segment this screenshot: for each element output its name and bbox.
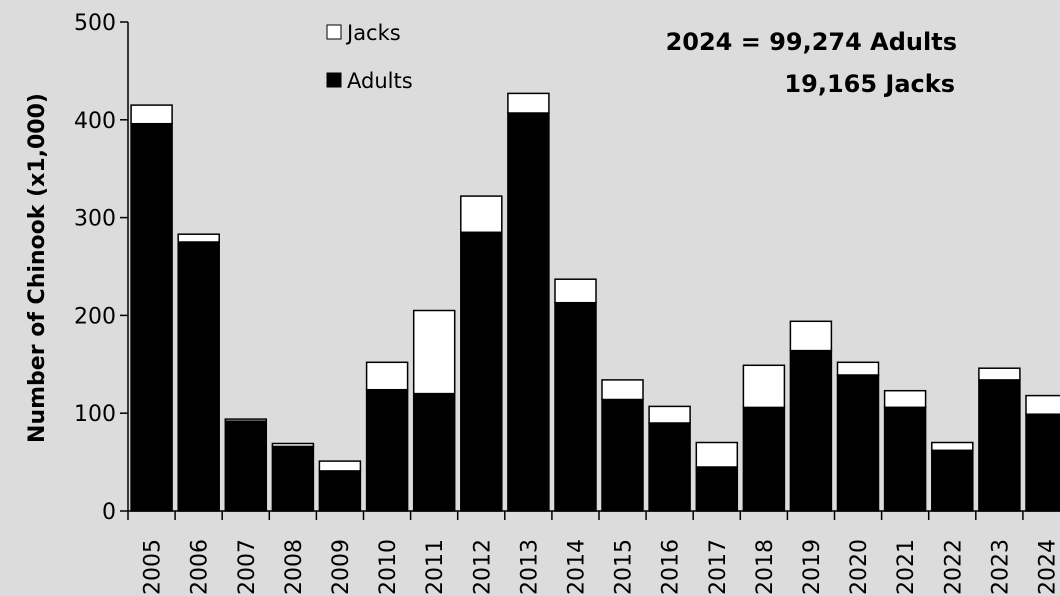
bar-adults-2005 bbox=[130, 122, 173, 512]
x-tick-label-2014: 2014 bbox=[564, 539, 589, 595]
bar-adults-2023 bbox=[978, 379, 1021, 512]
legend-label-jacks: Jacks bbox=[345, 21, 401, 45]
bar-adults-2009 bbox=[318, 470, 362, 512]
bar-adults-2024 bbox=[1025, 413, 1060, 512]
annotation-jacks: 19,165 Jacks bbox=[784, 70, 955, 98]
bar-adults-2006 bbox=[177, 241, 220, 512]
y-tick-label-300: 300 bbox=[74, 207, 116, 232]
legend: Jacks Adults bbox=[326, 21, 413, 93]
y-tick-label-200: 200 bbox=[74, 304, 116, 329]
x-tick-label-2023: 2023 bbox=[988, 539, 1013, 595]
bar-jacks-2023 bbox=[978, 367, 1021, 381]
bar-jacks-2011 bbox=[412, 309, 456, 395]
bar-jacks-2012 bbox=[460, 195, 503, 234]
bar-jacks-2008 bbox=[271, 442, 315, 448]
bar-jacks-2024 bbox=[1025, 394, 1060, 415]
bar-adults-2013 bbox=[507, 112, 550, 512]
annotation-adults: 2024 = 99,274 Adults bbox=[666, 28, 957, 56]
bar-adults-2022 bbox=[931, 449, 974, 512]
x-tick-label-2008: 2008 bbox=[282, 539, 307, 595]
bar-adults-2015 bbox=[601, 398, 644, 512]
x-tick-label-2011: 2011 bbox=[423, 539, 448, 595]
legend-swatch-adults bbox=[326, 72, 342, 88]
bar-jacks-2007 bbox=[224, 418, 268, 422]
bar-jacks-2017 bbox=[695, 441, 739, 468]
bar-adults-2021 bbox=[883, 406, 927, 512]
bar-jacks-2016 bbox=[648, 405, 691, 424]
bar-adults-2018 bbox=[742, 406, 786, 512]
x-tick-label-2020: 2020 bbox=[847, 539, 872, 595]
bars-layer bbox=[130, 92, 1060, 512]
x-tick-label-2006: 2006 bbox=[188, 539, 213, 595]
bar-adults-2012 bbox=[460, 231, 503, 512]
y-axis-label: Number of Chinook (x1,000) bbox=[25, 93, 50, 443]
x-tick-label-2016: 2016 bbox=[659, 539, 684, 595]
x-tick-label-2013: 2013 bbox=[517, 539, 542, 595]
x-tick-label-2015: 2015 bbox=[612, 539, 637, 595]
axes-layer: 0 100 200 300 400 500 2005 2006 2007 2008 2009 2010… bbox=[74, 11, 1060, 595]
bar-jacks-2018 bbox=[742, 364, 786, 409]
bar-jacks-2020 bbox=[836, 361, 880, 376]
bar-jacks-2006 bbox=[177, 233, 220, 243]
bar-jacks-2021 bbox=[883, 389, 927, 409]
bar-adults-2011 bbox=[412, 392, 456, 512]
y-tick-label-100: 100 bbox=[74, 402, 116, 427]
x-tick-label-2018: 2018 bbox=[753, 539, 778, 595]
legend-label-adults: Adults bbox=[347, 69, 413, 93]
bar-adults-2014 bbox=[554, 301, 597, 512]
legend-swatch-jacks bbox=[326, 24, 342, 40]
bar-jacks-2010 bbox=[365, 361, 409, 391]
x-tick-label-2017: 2017 bbox=[706, 539, 731, 595]
x-tick-label-2009: 2009 bbox=[329, 539, 354, 595]
bar-adults-2020 bbox=[836, 374, 880, 512]
x-tick-label-2005: 2005 bbox=[141, 539, 166, 595]
y-tick-label-400: 400 bbox=[74, 109, 116, 134]
bar-adults-2008 bbox=[271, 445, 315, 512]
y-tick-label-500: 500 bbox=[74, 11, 116, 36]
bar-jacks-2015 bbox=[601, 379, 644, 401]
bar-jacks-2005 bbox=[130, 104, 173, 125]
bar-jacks-2014 bbox=[554, 278, 597, 304]
x-tick-label-2010: 2010 bbox=[376, 539, 401, 595]
bar-adults-2010 bbox=[365, 388, 409, 512]
bar-jacks-2022 bbox=[931, 441, 974, 452]
y-tick-label-0: 0 bbox=[102, 500, 116, 525]
bar-adults-2019 bbox=[789, 349, 833, 512]
bar-jacks-2009 bbox=[318, 460, 362, 472]
x-tick-label-2024: 2024 bbox=[1035, 539, 1060, 595]
bar-jacks-2013 bbox=[507, 92, 550, 114]
x-tick-label-2007: 2007 bbox=[235, 539, 260, 595]
bar-jacks-2019 bbox=[789, 320, 833, 352]
x-tick-label-2022: 2022 bbox=[941, 539, 966, 595]
x-tick-label-2021: 2021 bbox=[894, 539, 919, 595]
bar-adults-2017 bbox=[695, 466, 739, 512]
bar-adults-2007 bbox=[224, 420, 268, 512]
x-tick-label-2012: 2012 bbox=[470, 539, 495, 595]
bar-adults-2016 bbox=[648, 422, 691, 512]
x-tick-label-2019: 2019 bbox=[800, 539, 825, 595]
